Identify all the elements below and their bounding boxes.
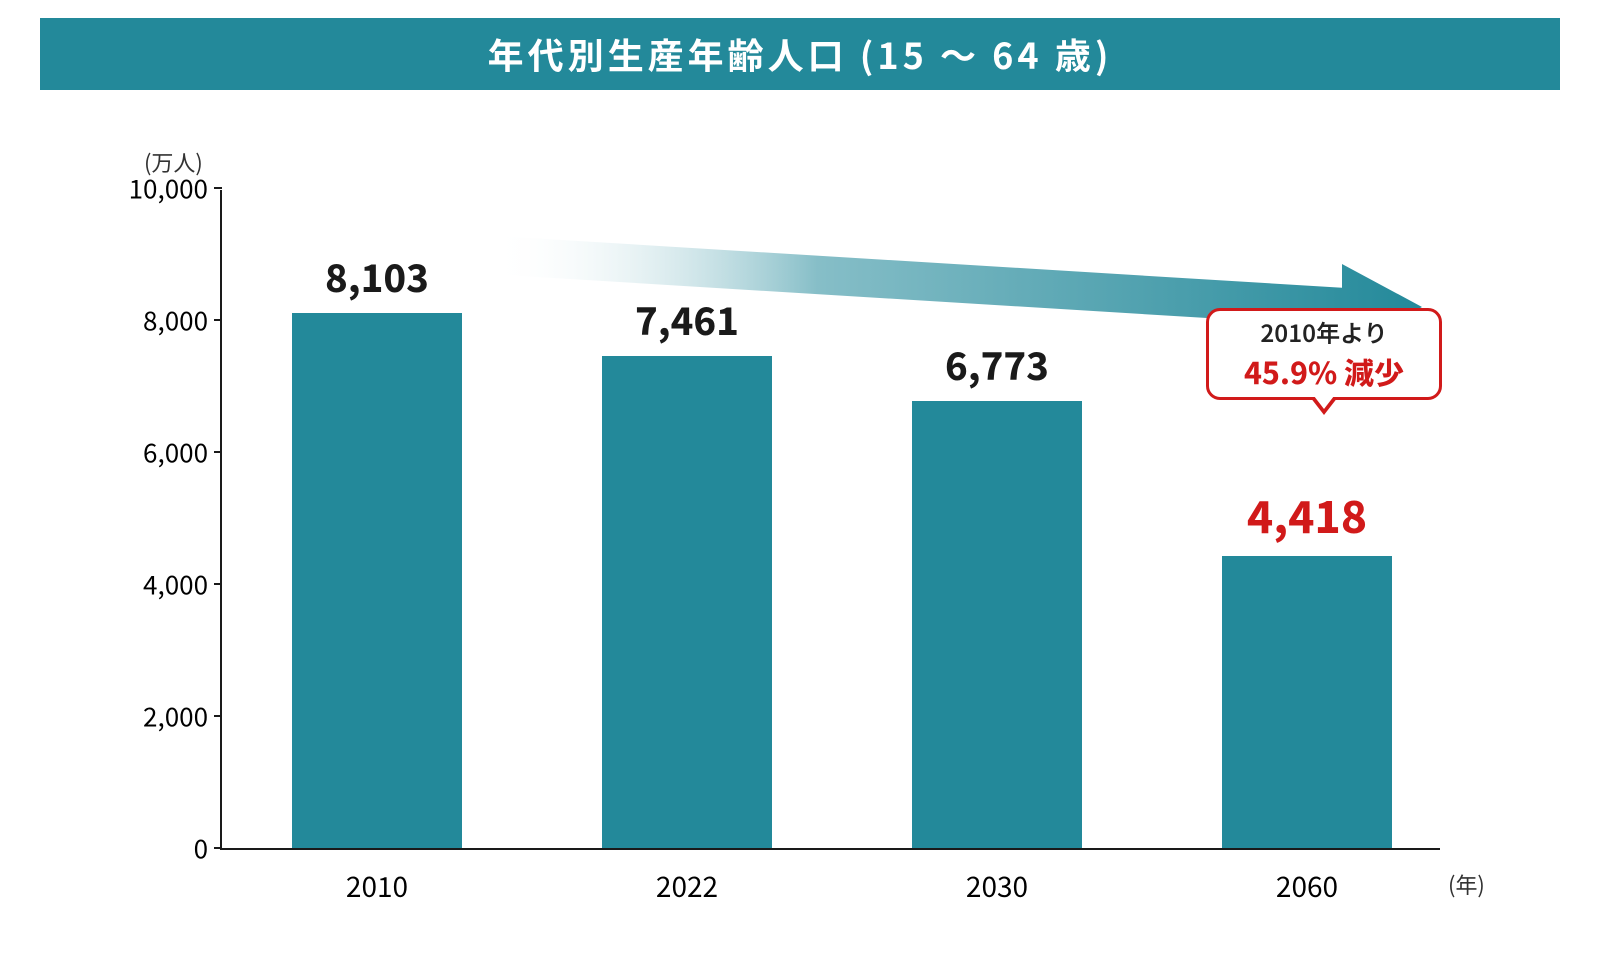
callout-bubble: 2010年より 45.9% 減少 [1206, 308, 1442, 400]
y-tick-label: 8,000 [143, 302, 222, 339]
trend-arrow [222, 190, 1442, 850]
x-axis-unit: (年) [1448, 868, 1485, 900]
y-tick-mark [214, 319, 222, 321]
y-tick-mark [214, 715, 222, 717]
y-tick-label: 10,000 [129, 170, 222, 207]
title-text: 年代別生産年齢人口 (15 〜 64 歳) [488, 28, 1113, 80]
y-tick-mark [214, 847, 222, 849]
y-tick-mark [214, 187, 222, 189]
x-tick-label: 2010 [346, 848, 408, 906]
chart: (万人) 8,1037,4616,7734,418 2010年より 45.9% … [100, 130, 1500, 910]
plot-area: 8,1037,4616,7734,418 2010年より 45.9% 減少 02… [220, 190, 1440, 850]
y-tick-label: 2,000 [143, 698, 222, 735]
x-tick-label: 2060 [1276, 848, 1338, 906]
callout-tail-fill [1314, 396, 1334, 409]
x-tick-label: 2030 [966, 848, 1028, 906]
y-tick-label: 4,000 [143, 566, 222, 603]
x-tick-label: 2022 [656, 848, 718, 906]
y-tick-mark [214, 583, 222, 585]
callout-line2: 45.9% 減少 [1244, 349, 1404, 393]
title-bar: 年代別生産年齢人口 (15 〜 64 歳) [40, 18, 1560, 90]
y-tick-mark [214, 451, 222, 453]
y-tick-label: 6,000 [143, 434, 222, 471]
callout-line1: 2010年より [1260, 314, 1387, 349]
